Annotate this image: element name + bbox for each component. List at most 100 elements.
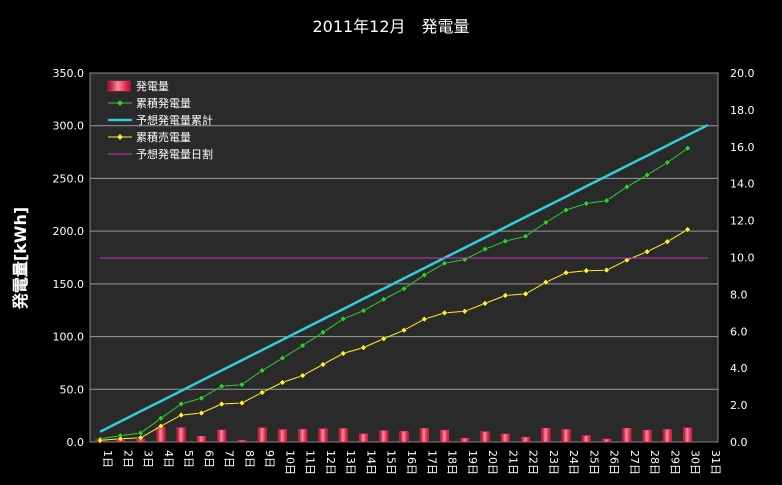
series-marker xyxy=(461,307,469,315)
series-marker xyxy=(177,400,185,408)
series-marker xyxy=(157,422,165,430)
series-marker xyxy=(319,329,327,336)
line-series xyxy=(96,123,709,444)
series-marker xyxy=(441,309,448,317)
y2-tick-label: 12.0 xyxy=(730,215,755,228)
x-tick-label: 11日 xyxy=(304,450,317,475)
x-tick-label: 15日 xyxy=(385,450,398,475)
x-tick-label: 2日 xyxy=(121,450,134,468)
x-tick-label: 8日 xyxy=(243,450,256,468)
y2-tick-label: 2.0 xyxy=(730,399,748,412)
series-marker xyxy=(218,382,226,390)
legend-label: 発電量 xyxy=(136,79,169,93)
series-marker xyxy=(562,269,570,277)
bar xyxy=(480,431,490,443)
x-tick-label: 19日 xyxy=(466,450,479,475)
x-tick-label: 31日 xyxy=(709,450,722,475)
series-line xyxy=(99,123,709,433)
x-tick-label: 20日 xyxy=(486,450,499,475)
series-marker xyxy=(238,399,246,407)
series-marker xyxy=(664,159,671,166)
series-marker xyxy=(339,315,347,323)
bar xyxy=(318,428,328,443)
series-marker xyxy=(501,292,509,299)
series-marker xyxy=(664,238,671,246)
series-marker xyxy=(299,342,307,349)
x-tick-label: 5日 xyxy=(182,450,195,468)
series-marker xyxy=(501,237,509,245)
series-marker xyxy=(522,232,529,240)
series-marker xyxy=(481,300,489,307)
x-tick-label: 7日 xyxy=(223,450,236,468)
series-marker xyxy=(96,437,104,444)
x-tick-label: 12日 xyxy=(324,450,337,475)
series-marker xyxy=(360,307,367,315)
bar xyxy=(662,429,672,443)
y-tick-label: 150.0 xyxy=(53,278,85,291)
bar xyxy=(237,440,247,443)
y-tick-label: 200.0 xyxy=(53,225,85,238)
legend-label: 予想発電量累計 xyxy=(136,113,213,127)
series-marker xyxy=(258,367,266,374)
series-marker xyxy=(582,200,590,207)
bar xyxy=(399,431,409,443)
series-marker xyxy=(218,400,226,408)
series-marker xyxy=(562,206,570,214)
legend-swatch xyxy=(107,80,131,92)
series-marker xyxy=(643,171,651,179)
series-marker xyxy=(684,144,691,152)
series-marker xyxy=(603,266,610,274)
y-tick-label: 100.0 xyxy=(53,331,85,344)
bar xyxy=(217,429,227,443)
bar xyxy=(176,427,186,443)
y-axis-label: 発電量[kWh] xyxy=(11,207,30,310)
x-tick-label: 29日 xyxy=(668,450,681,475)
x-tick-label: 3日 xyxy=(142,450,155,468)
x-tick-label: 17日 xyxy=(425,450,438,475)
series-marker xyxy=(198,394,205,402)
bar xyxy=(298,429,308,443)
y2-tick-label: 10.0 xyxy=(730,252,755,265)
x-tick-label: 14日 xyxy=(364,450,377,475)
series-marker xyxy=(137,434,144,442)
bar xyxy=(460,437,470,443)
bar xyxy=(196,436,206,443)
series-marker xyxy=(582,267,590,275)
y2-tick-label: 20.0 xyxy=(730,67,755,80)
bar xyxy=(521,436,531,443)
series-line xyxy=(100,229,688,441)
legend-marker xyxy=(117,134,123,140)
y-tick-label: 50.0 xyxy=(60,383,85,396)
bar xyxy=(622,428,632,443)
series-marker xyxy=(400,326,408,334)
x-tick-label: 6日 xyxy=(202,450,215,468)
series-marker xyxy=(157,414,165,422)
x-tick-label: 10日 xyxy=(283,450,296,475)
series-marker xyxy=(299,372,307,379)
series-marker xyxy=(400,285,408,293)
bar xyxy=(541,427,551,443)
bar xyxy=(602,438,612,443)
y2-tick-label: 6.0 xyxy=(730,325,748,338)
y2-tick-label: 14.0 xyxy=(730,178,755,191)
series-marker xyxy=(420,271,428,279)
x-tick-label: 9日 xyxy=(263,450,276,468)
x-tick-label: 21日 xyxy=(506,450,519,475)
y-axis-left: 0.0 50.0 100.0 150.0 200.0 250.0 300.0 350.0 xyxy=(53,67,85,449)
series-marker xyxy=(380,296,388,303)
series-marker xyxy=(279,354,286,362)
y2-tick-label: 8.0 xyxy=(730,288,748,301)
x-axis: 1日 2日 3日 4日 5日 6日 7日 8日 9日 10日 11日 12日 13日 14日 15日 16日 1… xyxy=(101,450,722,475)
x-tick-label: 26日 xyxy=(608,450,621,475)
y2-tick-label: 0.0 xyxy=(730,436,748,449)
series-marker xyxy=(623,183,631,191)
y-tick-label: 350.0 xyxy=(53,67,85,80)
x-tick-label: 27日 xyxy=(628,450,641,475)
y2-tick-label: 18.0 xyxy=(730,104,755,117)
bar xyxy=(581,435,591,443)
x-tick-label: 18日 xyxy=(446,450,459,475)
chart-title: 2011年12月 発電量 xyxy=(312,17,469,36)
bar xyxy=(338,428,348,443)
